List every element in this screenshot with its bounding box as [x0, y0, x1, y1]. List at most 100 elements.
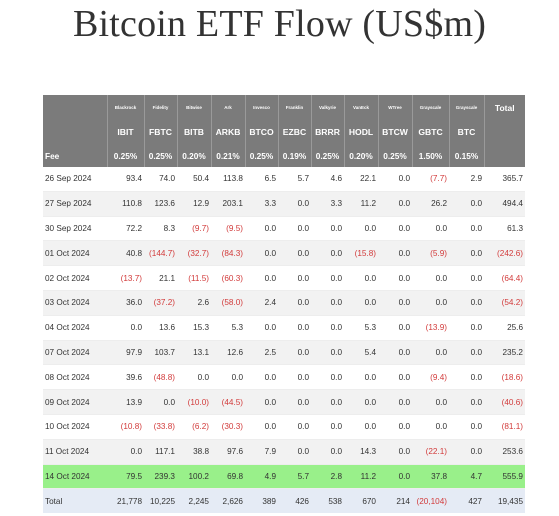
- flow-cell: 0.0: [311, 414, 344, 440]
- flow-cell: 0.0: [245, 315, 278, 341]
- flow-cell: 5.7: [278, 464, 311, 490]
- flow-cell: 93.4: [107, 167, 144, 192]
- flow-cell: 103.7: [144, 340, 177, 366]
- flow-cell: 2.9: [449, 167, 484, 192]
- ticker-label: FBTC: [143, 120, 177, 144]
- flow-cell: 0.0: [449, 290, 484, 316]
- flow-cell: 0.0: [278, 414, 311, 440]
- table-row: 27 Sep 2024 110.8 123.6 12.9 203.1 3.3 0.0 3.3 1…: [43, 191, 525, 217]
- table-row: 14 Oct 2024 79.5 239.3 100.2 69.8 4.9 5.7 2.8 11…: [43, 464, 525, 490]
- flow-cell: 13.6: [144, 315, 177, 341]
- flow-cell: 11.2: [344, 191, 378, 217]
- flow-cell: 0.0: [449, 240, 484, 267]
- fee-row: Fee 0.25% 0.25% 0.20% 0.21% 0.25% 0.19% …: [43, 144, 525, 167]
- row-total: 555.9: [484, 464, 525, 490]
- ticker-label: BTCO: [244, 120, 278, 144]
- fee-value: 0.19%: [277, 144, 311, 167]
- flow-cell: 2.8: [311, 464, 344, 490]
- flow-cell: 0.0: [412, 340, 449, 366]
- flow-cell: 5.3: [344, 315, 378, 341]
- flow-cell: (10.0): [177, 389, 211, 415]
- row-total: 61.3: [484, 216, 525, 242]
- flow-cell: 0.0: [449, 414, 484, 440]
- row-date: 10 Oct 2024: [43, 414, 107, 440]
- flow-cell: 40.8: [107, 240, 144, 267]
- flow-cell: 13.1: [177, 340, 211, 366]
- flow-cell: (15.8): [344, 240, 378, 267]
- flow-cell: 0.0: [344, 389, 378, 415]
- flow-cell: (37.2): [144, 290, 177, 316]
- flow-cell: 0.0: [378, 340, 412, 366]
- row-total: (54.2): [484, 290, 525, 316]
- total-label: Total: [43, 488, 107, 514]
- row-total: (242.6): [484, 240, 525, 267]
- total-cell: 427: [449, 488, 484, 514]
- flow-cell: 0.0: [107, 315, 144, 341]
- flow-cell: 37.8: [412, 464, 449, 490]
- flow-cell: 0.0: [311, 340, 344, 366]
- fee-value: 0.15%: [448, 144, 484, 167]
- flow-cell: 79.5: [107, 464, 144, 490]
- issuer-name: Ark: [210, 95, 245, 120]
- flow-cell: 0.0: [449, 315, 484, 341]
- flow-cell: 0.0: [311, 240, 344, 267]
- grand-total: 19,435: [484, 488, 525, 514]
- ticker-label: BTC: [448, 120, 484, 144]
- etf-flow-table: Blackrock Fidelity Bitwise Ark Invesco F…: [43, 95, 525, 514]
- flow-cell: 4.7: [449, 464, 484, 490]
- flow-cell: 0.0: [311, 439, 344, 465]
- flow-cell: 26.2: [412, 191, 449, 217]
- flow-cell: 13.9: [107, 389, 144, 415]
- fee-value: 1.50%: [411, 144, 449, 167]
- flow-cell: 0.0: [211, 364, 245, 391]
- row-total: (81.1): [484, 414, 525, 440]
- total-cell: 426: [278, 488, 311, 514]
- row-total: 253.6: [484, 439, 525, 465]
- row-date: 14 Oct 2024: [43, 464, 107, 490]
- issuer-name: Valkyrie: [310, 95, 344, 120]
- flow-cell: 0.0: [278, 315, 311, 341]
- flow-cell: 0.0: [449, 265, 484, 291]
- flow-cell: 4.9: [245, 464, 278, 490]
- flow-cell: 0.0: [378, 315, 412, 341]
- total-cell: 670: [344, 488, 378, 514]
- table-row: 02 Oct 2024 (13.7) 21.1 (11.5) (60.3) 0.0 0.0 0…: [43, 265, 525, 291]
- flow-cell: (9.5): [211, 216, 245, 242]
- fee-value: 0.21%: [210, 144, 245, 167]
- flow-cell: 0.0: [311, 315, 344, 341]
- total-column-header: Total: [483, 95, 525, 120]
- flow-cell: 0.0: [378, 414, 412, 440]
- table-row: 10 Oct 2024 (10.8) (33.8) (6.2) (30.3) 0.0 0.0…: [43, 414, 525, 440]
- flow-cell: (22.1): [412, 439, 449, 465]
- flow-cell: 117.1: [144, 439, 177, 465]
- flow-cell: 0.0: [412, 290, 449, 316]
- table-row: 26 Sep 2024 93.4 74.0 50.4 113.8 6.5 5.7 4.6 22.…: [43, 167, 525, 192]
- flow-cell: 239.3: [144, 464, 177, 490]
- flow-cell: 0.0: [449, 364, 484, 391]
- flow-cell: 3.3: [245, 191, 278, 217]
- flow-cell: 0.0: [278, 216, 311, 242]
- header-blank: [483, 120, 525, 144]
- flow-cell: 0.0: [311, 265, 344, 291]
- ticker-label: IBIT: [106, 120, 144, 144]
- flow-cell: 0.0: [311, 290, 344, 316]
- flow-cell: 5.7: [278, 167, 311, 192]
- flow-cell: 0.0: [412, 414, 449, 440]
- flow-cell: 15.3: [177, 315, 211, 341]
- flow-cell: (33.8): [144, 414, 177, 440]
- flow-cell: 0.0: [378, 464, 412, 490]
- total-cell: 389: [245, 488, 278, 514]
- flow-cell: 0.0: [449, 439, 484, 465]
- flow-cell: (5.9): [412, 240, 449, 267]
- flow-cell: 0.0: [412, 216, 449, 242]
- header-corner: [43, 120, 107, 144]
- flow-cell: 0.0: [278, 340, 311, 366]
- ticker-label: BITB: [176, 120, 211, 144]
- flow-cell: 8.3: [144, 216, 177, 242]
- fee-value: 0.20%: [343, 144, 378, 167]
- fee-value: 0.25%: [377, 144, 412, 167]
- flow-cell: 0.0: [378, 290, 412, 316]
- issuer-header-row: Blackrock Fidelity Bitwise Ark Invesco F…: [43, 95, 525, 120]
- flow-cell: (144.7): [144, 240, 177, 267]
- flow-cell: 0.0: [278, 290, 311, 316]
